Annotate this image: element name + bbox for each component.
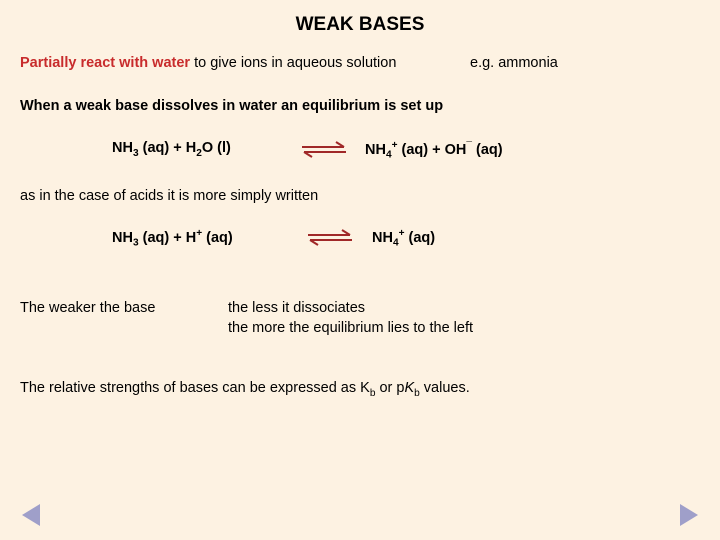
equation-1-rhs: NH4+ (aq) + OH¯ (aq) xyxy=(365,140,503,161)
final-text-4: values. xyxy=(420,380,470,396)
final-text-3: K xyxy=(404,380,414,396)
intro-example: e.g. ammonia xyxy=(470,55,558,71)
weaker-base-label: The weaker the base xyxy=(20,300,155,316)
eq2-nh4-aq: (aq) xyxy=(405,230,436,246)
eq1-plus-oh: (aq) + OH xyxy=(398,142,467,158)
weaker-result-2: the more the equilibrium lies to the lef… xyxy=(228,320,473,336)
equilibrium-setup-text: When a weak base dissolves in water an e… xyxy=(20,98,443,114)
equilibrium-arrow-2 xyxy=(306,228,354,251)
simpler-text: as in the case of acids it is more simpl… xyxy=(20,188,318,204)
equation-2-lhs: NH3 (aq) + H+ (aq) xyxy=(112,228,233,249)
equation-1-lhs: NH3 (aq) + H2O (l) xyxy=(112,140,231,159)
prev-slide-button[interactable] xyxy=(22,504,40,526)
eq2-h-aq: (aq) xyxy=(202,230,233,246)
intro-bold: Partially react with water xyxy=(20,55,190,71)
equation-2-rhs: NH4+ (aq) xyxy=(372,228,435,249)
final-text-2: or p xyxy=(375,380,404,396)
eq1-nh4: NH xyxy=(365,142,386,158)
eq2-plus-h: (aq) + H xyxy=(139,230,197,246)
page-title: WEAK BASES xyxy=(0,0,720,36)
eq1-nh: NH xyxy=(112,140,133,156)
relative-strengths-text: The relative strengths of bases can be e… xyxy=(20,380,470,399)
intro-rest: to give ions in aqueous solution xyxy=(190,55,396,71)
equilibrium-arrow-1 xyxy=(300,140,348,163)
weaker-result-1: the less it dissociates xyxy=(228,300,365,316)
eq1-oh-aq: (aq) xyxy=(472,142,503,158)
final-text-1: The relative strengths of bases can be e… xyxy=(20,380,370,396)
eq1-h2o-post: O (l) xyxy=(202,140,231,156)
next-slide-button[interactable] xyxy=(680,504,698,526)
eq2-nh3: NH xyxy=(112,230,133,246)
eq2-nh4: NH xyxy=(372,230,393,246)
eq1-h2o-pre: (aq) + H xyxy=(139,140,197,156)
intro-line: Partially react with water to give ions … xyxy=(20,55,396,71)
